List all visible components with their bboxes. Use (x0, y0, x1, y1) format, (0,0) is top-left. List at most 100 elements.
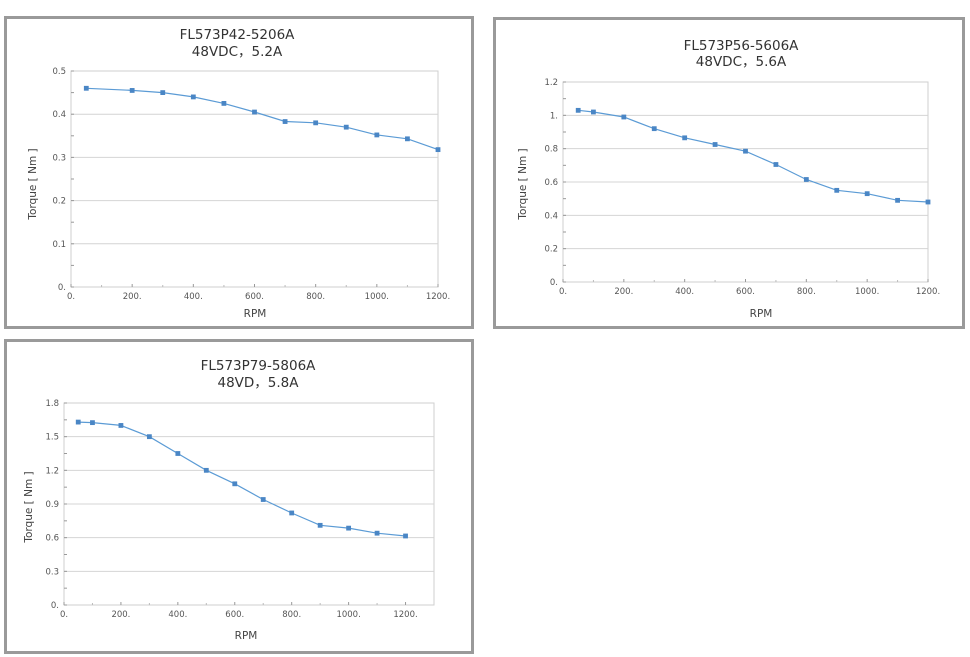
x-tick-label: 1200. (426, 292, 450, 302)
x-tick-label: 200. (123, 292, 142, 302)
data-point (864, 191, 870, 197)
y-axis-label: Torque [ Nm ] (517, 148, 529, 220)
y-axis-label: Torque [ Nm ] (23, 471, 35, 543)
data-point (252, 109, 257, 115)
y-tick-label: 0.9 (45, 500, 59, 510)
y-tick-label: 0.1 (52, 240, 66, 250)
y-tick-label: 0.3 (52, 153, 66, 163)
data-point (203, 467, 209, 473)
data-point (405, 136, 410, 142)
data-point (129, 88, 135, 93)
data-point (190, 94, 196, 100)
data-point (313, 120, 319, 126)
y-tick-label: 0.6 (544, 178, 558, 188)
series-line (86, 87, 439, 151)
data-point (435, 147, 441, 153)
data-point (343, 124, 349, 130)
y-tick-label: 0. (58, 283, 66, 293)
x-tick-label: 1000. (365, 292, 389, 302)
plot-area: 0. 0.1 0.2 0.3 0.4 0.5 0. 200. 400. 600. 800. 1000.… (52, 67, 450, 302)
data-point (743, 148, 748, 154)
torque-chart-svg-1: FL573P42-5206A 48VDC，5.2A RPM Torque [ N… (27, 27, 450, 320)
data-point (232, 481, 238, 487)
data-point (282, 119, 288, 124)
chart-title: FL573P42-5206A (180, 27, 296, 43)
data-point (221, 101, 227, 106)
x-tick-label: 200. (111, 610, 130, 620)
torque-chart-panel-3: FL573P79-5806A 48VD，5.8A RPM Torque [ Nm… (4, 339, 474, 654)
x-tick-label: 1000. (855, 287, 879, 297)
data-point (260, 497, 266, 502)
data-point (834, 187, 840, 193)
y-tick-label: 0. (51, 601, 59, 611)
y-tick-label: 0.8 (544, 145, 558, 155)
chart-subtitle: 48VDC，5.2A (192, 44, 283, 60)
x-tick-label: 0. (60, 610, 68, 620)
data-point (651, 126, 657, 132)
x-tick-label: 1200. (393, 610, 417, 620)
chart-subtitle: 48VD，5.8A (217, 375, 299, 391)
series-line (78, 421, 406, 537)
data-point (317, 522, 323, 528)
torque-chart-svg-2: FL573P56-5606A 48VDC，5.6A RPM Torque [ N… (517, 38, 940, 320)
plot-area: 0. 0.3 0.6 0.9 1.2 1.5 1.8 0. 200. 400. 600. 800. 10… (45, 399, 435, 620)
torque-chart-svg-3: FL573P79-5806A 48VD，5.8A RPM Torque [ Nm… (23, 358, 435, 642)
chart-title: FL573P79-5806A (201, 358, 317, 374)
y-tick-label: 0.4 (52, 110, 66, 120)
series-line (578, 109, 929, 203)
plot-area: 0. 0.2 0.4 0.6 0.8 1. 1.2 0. 200. 400. 600. 800. 100… (544, 78, 940, 297)
torque-chart-panel-1: FL573P42-5206A 48VDC，5.2A RPM Torque [ N… (4, 16, 474, 329)
data-point (403, 533, 408, 539)
chart-subtitle: 48VDC，5.6A (696, 54, 787, 70)
x-tick-label: 400. (675, 287, 694, 297)
data-point (118, 423, 124, 428)
data-point (83, 85, 89, 91)
data-point (895, 197, 900, 203)
x-tick-label: 800. (306, 292, 325, 302)
y-axis-label: Torque [ Nm ] (27, 148, 39, 220)
data-point (773, 162, 779, 167)
x-tick-label: 600. (225, 610, 244, 620)
y-tick-label: 1.5 (45, 433, 59, 443)
y-tick-label: 1. (550, 111, 558, 121)
data-point (374, 132, 380, 138)
y-tick-label: 0. (550, 278, 558, 288)
data-point (682, 135, 688, 141)
data-point (160, 90, 166, 95)
y-tick-label: 0.3 (45, 567, 59, 577)
plot-border (70, 70, 439, 288)
data-point (90, 420, 95, 426)
y-tick-label: 0.4 (544, 211, 558, 221)
data-point (803, 177, 809, 182)
y-tick-label: 0.2 (52, 197, 66, 207)
chart-title: FL573P56-5606A (684, 38, 800, 54)
x-axis-label: RPM (235, 630, 258, 642)
x-tick-label: 600. (245, 292, 264, 302)
x-axis-label: RPM (750, 308, 773, 320)
data-point (289, 510, 295, 516)
x-tick-label: 0. (559, 287, 567, 297)
data-point (712, 142, 718, 147)
y-tick-label: 0.6 (45, 534, 59, 544)
x-tick-label: 1000. (336, 610, 360, 620)
data-point (146, 434, 152, 440)
data-point (75, 419, 81, 425)
data-point (925, 199, 931, 205)
x-tick-label: 0. (67, 292, 75, 302)
y-tick-label: 0.5 (52, 67, 66, 77)
x-tick-label: 1200. (916, 287, 940, 297)
x-tick-label: 600. (736, 287, 755, 297)
data-point (621, 114, 627, 120)
y-tick-label: 1.8 (45, 399, 59, 409)
data-point (575, 107, 581, 113)
y-tick-label: 1.2 (45, 466, 59, 476)
y-tick-label: 0.2 (544, 245, 558, 255)
data-point (346, 525, 352, 531)
torque-chart-panel-2: FL573P56-5606A 48VDC，5.6A RPM Torque [ N… (493, 17, 965, 329)
x-tick-label: 800. (282, 610, 301, 620)
x-axis-label: RPM (244, 308, 267, 320)
x-tick-label: 400. (168, 610, 187, 620)
data-point (591, 109, 596, 115)
data-point (175, 451, 181, 456)
x-tick-label: 800. (797, 287, 816, 297)
